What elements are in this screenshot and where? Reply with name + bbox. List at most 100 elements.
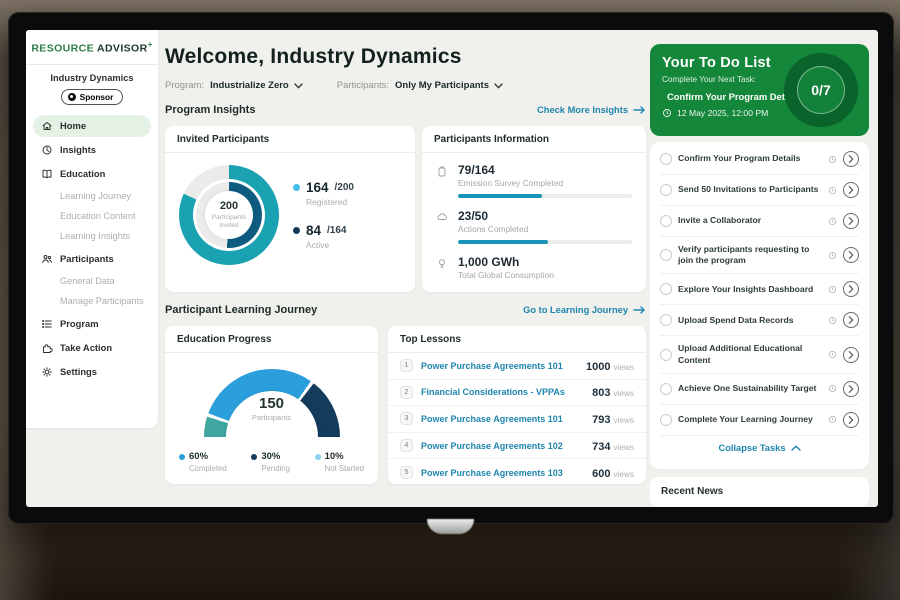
todo-checkbox[interactable] xyxy=(660,215,672,227)
sidebar-item-take-action[interactable]: Take Action xyxy=(26,337,158,359)
chevron-down-icon xyxy=(494,82,503,89)
views-suffix: views xyxy=(613,442,634,452)
todo-checkbox[interactable] xyxy=(660,153,672,165)
sidebar-item-participants[interactable]: Participants xyxy=(26,248,158,270)
sidebar-item-education[interactable]: Education xyxy=(26,163,158,185)
todo-open-button[interactable] xyxy=(843,281,859,298)
todo-open-button[interactable] xyxy=(843,380,859,397)
todo-item: Invite a Collaborator xyxy=(660,206,859,237)
legend-total: /164 xyxy=(327,225,347,236)
sidebar-item-label: Settings xyxy=(60,366,97,377)
program-label: Program: xyxy=(165,80,205,91)
todo-open-button[interactable] xyxy=(843,151,859,167)
lesson-link[interactable]: Power Purchase Agreements 103 xyxy=(421,467,563,478)
clock-icon xyxy=(828,316,837,324)
todo-item: Send 50 Invitations to Participants xyxy=(660,175,859,206)
lesson-link[interactable]: Power Purchase Agreements 102 xyxy=(421,440,563,451)
todo-checkbox[interactable] xyxy=(660,348,672,361)
logo-resource: RESOURCE xyxy=(31,42,95,55)
dashboard-screen: RESOURCE ADVISOR+ Industry Dynamics Spon… xyxy=(26,30,878,507)
home-icon xyxy=(42,121,52,130)
lesson-rank: 2 xyxy=(400,385,413,399)
sponsor-icon xyxy=(67,92,76,101)
stat-row-consumption: 1,000 GWh Total Global Consumption xyxy=(436,255,632,280)
insights-icon xyxy=(42,145,52,154)
program-dropdown[interactable]: Program: Industrialize Zero xyxy=(165,80,303,91)
legend-dot xyxy=(314,453,321,460)
legend-item-completed: 60% Completed xyxy=(179,451,227,473)
participants-dropdown[interactable]: Participants: Only My Participants xyxy=(337,80,503,91)
sidebar-item-label: Insights xyxy=(60,144,96,155)
lesson-link[interactable]: Power Purchase Agreements 101 xyxy=(421,413,563,424)
legend-value: 84 xyxy=(306,223,322,238)
card-title: Invited Participants xyxy=(165,126,415,153)
sidebar-item-insights[interactable]: Insights xyxy=(26,139,158,161)
todo-subtitle: Complete Your Next Task: xyxy=(662,75,757,84)
arrow-right-icon xyxy=(633,106,645,114)
legend-label: Completed xyxy=(189,464,227,473)
todo-item: Confirm Your Program Details xyxy=(660,144,859,175)
todo-checkbox[interactable] xyxy=(660,413,672,426)
todo-checkbox[interactable] xyxy=(660,283,672,296)
todo-label: Upload Additional Educational Content xyxy=(678,343,803,365)
todo-due-date: 12 May 2025, 12:00 PM xyxy=(677,108,769,118)
collapse-tasks-link[interactable]: Collapse Tasks xyxy=(660,443,859,453)
go-to-learning-journey-link[interactable]: Go to Learning Journey xyxy=(523,305,646,315)
todo-open-button[interactable] xyxy=(843,247,859,264)
org-name: Industry Dynamics xyxy=(50,72,134,83)
todo-open-button[interactable] xyxy=(843,346,859,363)
todo-checkbox[interactable] xyxy=(660,382,672,395)
page-title: Welcome, Industry Dynamics xyxy=(165,45,462,68)
gauge-center: 150 Participants xyxy=(204,395,340,422)
puzzle-icon xyxy=(43,343,53,353)
monitor-stand xyxy=(427,519,474,534)
invited-card-body: 200 Participants Invited 164 /200 xyxy=(165,153,415,275)
legend-label: Not Started xyxy=(324,464,364,473)
check-more-insights-link[interactable]: Check More Insights xyxy=(537,105,646,115)
sidebar-item-settings[interactable]: Settings xyxy=(26,361,158,383)
todo-checkbox[interactable] xyxy=(660,249,672,262)
todo-open-button[interactable] xyxy=(843,213,859,229)
sidebar-item-general-data[interactable]: General Data xyxy=(60,276,115,286)
chevron-right-icon xyxy=(848,316,854,325)
sidebar-item-manage-participants[interactable]: Manage Participants xyxy=(60,296,144,306)
todo-open-button[interactable] xyxy=(843,182,859,198)
stat-label: Actions Completed xyxy=(458,224,529,234)
sidebar-item-education-content[interactable]: Education Content xyxy=(60,211,136,221)
legend-pct: 10% xyxy=(324,451,344,462)
app-logo: RESOURCE ADVISOR+ xyxy=(26,40,158,55)
lesson-views: 803 xyxy=(592,387,611,400)
sidebar-item-label: Take Action xyxy=(60,342,113,353)
clock-icon xyxy=(828,155,837,163)
legend-label: Active xyxy=(306,240,330,250)
todo-open-button[interactable] xyxy=(843,312,859,329)
sidebar-item-learning-journey[interactable]: Learning Journey xyxy=(60,191,131,201)
sponsor-badge: Sponsor xyxy=(60,88,124,105)
legend-dot xyxy=(251,453,258,460)
progress-fill xyxy=(458,194,542,198)
sidebar-item-home[interactable]: Home xyxy=(33,114,151,137)
sidebar-item-learning-insights[interactable]: Learning Insights xyxy=(60,231,130,241)
sidebar-item-label: Education xyxy=(60,168,106,179)
lesson-link[interactable]: Financial Considerations - VPPAs xyxy=(421,387,565,398)
lesson-rank: 5 xyxy=(400,466,413,480)
program-value: Industrialize Zero xyxy=(210,80,289,91)
todo-open-button[interactable] xyxy=(843,411,859,428)
lesson-link[interactable]: Power Purchase Agreements 101 xyxy=(421,360,563,371)
todo-item: Upload Spend Data Records xyxy=(660,305,859,337)
lesson-row: 2 Financial Considerations - VPPAs 803 vi… xyxy=(388,380,646,407)
cloud-icon xyxy=(437,213,447,220)
program-insights-header: Program Insights Check More Insights xyxy=(165,104,646,116)
arrow-right-icon xyxy=(633,306,645,314)
stat-label: Total Global Consumption xyxy=(458,270,554,280)
stat-value: 23/50 xyxy=(458,209,489,223)
education-progress-card: Education Progress 150 Participants 60% … xyxy=(165,326,378,484)
education-legend: 60% Completed 30% Pending 10% Not Starte… xyxy=(165,437,378,473)
legend-dot xyxy=(293,227,300,234)
todo-checkbox[interactable] xyxy=(660,184,672,196)
clock-icon xyxy=(828,285,837,293)
sidebar-item-program[interactable]: Program xyxy=(26,313,158,335)
todo-hero-card: Your To Do List Complete Your Next Task:… xyxy=(650,44,869,136)
todo-checkbox[interactable] xyxy=(660,314,672,327)
